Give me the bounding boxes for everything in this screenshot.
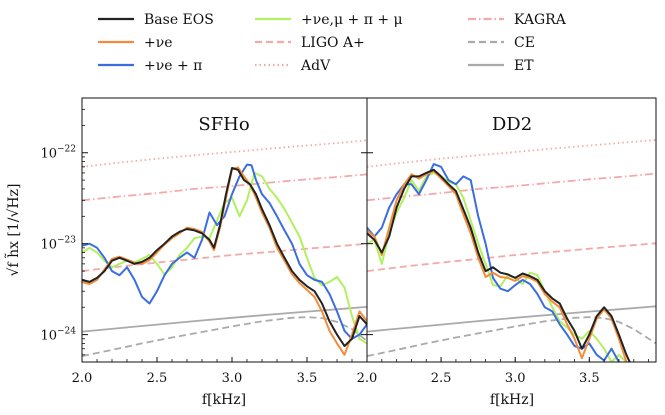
panel-dd2-frame: [366, 97, 657, 363]
legend-label-e-1: +νe: [144, 35, 173, 51]
series-sfho-adv: [82, 139, 367, 168]
legend: Base EOS +νe +νe + π +νe,μ + π + μ LIGO A+ Ad…: [98, 12, 567, 74]
legend-label-ligo-a-4: LIGO A+: [301, 35, 365, 51]
legend-label-e-3: +νe,μ + π + μ: [301, 12, 403, 28]
series-dd2-adv: [367, 139, 656, 168]
series-sfho-ligo-a: [82, 242, 367, 272]
series-dd2-base-eos: [367, 168, 631, 362]
panel-sfho-frame: [81, 97, 368, 363]
x-axis-label-dd2: f[kHz]: [490, 392, 534, 408]
x-tick-label-sfho-2: 3.0: [222, 371, 243, 386]
series-dd2-kagra: [367, 172, 656, 202]
series-sfho-e: [82, 163, 367, 340]
series-dd2-et: [367, 305, 656, 333]
x-axis-label-sfho: f[kHz]: [202, 392, 246, 408]
series-dd2-ce: [367, 316, 656, 357]
series-sfho-base-eos: [82, 167, 367, 347]
legend-label-ce-7: CE: [514, 35, 535, 51]
legend-label-e-2: +νe + π: [144, 58, 202, 74]
legend-label-kagra-6: KAGRA: [514, 12, 567, 28]
series-sfho-et: [82, 306, 367, 333]
x-tick-label-sfho-3: 3.5: [297, 371, 318, 386]
x-tick-label-sfho-0: 2.0: [72, 371, 93, 386]
y-axis: 10−24 10−23 10−22: [40, 97, 373, 363]
y-tick-label-0: 10−24: [40, 327, 76, 344]
x-tick-label-dd2-3: 3.5: [579, 371, 600, 386]
legend-label-base-eos-0: Base EOS: [144, 12, 214, 28]
series-dd2-e: [367, 163, 621, 362]
panel-sfho-title: SFHo: [198, 114, 249, 135]
panel-sfho: 2.0 2.5 3.0 3.5 SFHo: [72, 97, 368, 386]
panel-dd2-title: DD2: [492, 114, 532, 135]
x-tick-label-dd2-0: 2.0: [357, 371, 378, 386]
y-tick-label-1: 10−23: [40, 236, 76, 253]
series-dd2-e: [367, 170, 628, 362]
series-dd2-e: [367, 171, 628, 362]
legend-label-et-8: ET: [514, 58, 534, 74]
x-tick-label-dd2-2: 3.0: [505, 371, 526, 386]
x-tick-label-dd2-1: 2.5: [431, 371, 452, 386]
panel-dd2: 2.0 2.5 3.0 3.5 DD2: [357, 97, 657, 386]
legend-label-adv-5: AdV: [300, 58, 331, 74]
y-axis-label: √f h̃x [1/√Hz]: [4, 184, 22, 277]
x-tick-label-sfho-1: 2.5: [147, 371, 168, 386]
series-dd2-ligo-a: [367, 242, 656, 272]
y-tick-label-2: 10−22: [40, 145, 76, 162]
series-sfho-kagra: [82, 173, 367, 202]
series-sfho-ce: [82, 316, 367, 357]
